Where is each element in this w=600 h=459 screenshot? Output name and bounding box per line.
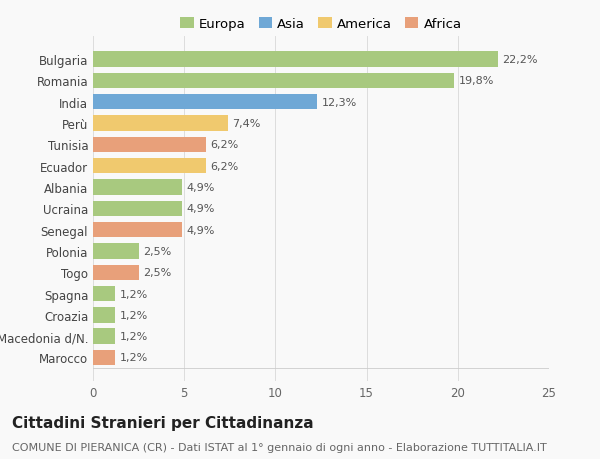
Bar — [93, 286, 115, 302]
Text: 6,2%: 6,2% — [211, 161, 239, 171]
Text: 1,2%: 1,2% — [119, 289, 148, 299]
Bar — [93, 159, 206, 174]
Bar — [93, 95, 317, 110]
Text: 1,2%: 1,2% — [119, 331, 148, 341]
Text: 2,5%: 2,5% — [143, 268, 172, 278]
Text: 7,4%: 7,4% — [233, 119, 261, 129]
Text: 4,9%: 4,9% — [187, 183, 215, 193]
Bar — [93, 73, 454, 89]
Bar — [93, 52, 498, 67]
Text: COMUNE DI PIERANICA (CR) - Dati ISTAT al 1° gennaio di ogni anno - Elaborazione : COMUNE DI PIERANICA (CR) - Dati ISTAT al… — [12, 442, 547, 452]
Legend: Europa, Asia, America, Africa: Europa, Asia, America, Africa — [175, 12, 467, 36]
Text: 12,3%: 12,3% — [322, 98, 357, 107]
Bar — [93, 265, 139, 280]
Text: 4,9%: 4,9% — [187, 204, 215, 214]
Text: 2,5%: 2,5% — [143, 246, 172, 257]
Text: 1,2%: 1,2% — [119, 353, 148, 363]
Bar — [93, 350, 115, 365]
Bar — [93, 329, 115, 344]
Bar — [93, 308, 115, 323]
Bar — [93, 137, 206, 153]
Text: Cittadini Stranieri per Cittadinanza: Cittadini Stranieri per Cittadinanza — [12, 415, 314, 431]
Text: 6,2%: 6,2% — [211, 140, 239, 150]
Text: 4,9%: 4,9% — [187, 225, 215, 235]
Bar — [93, 244, 139, 259]
Bar — [93, 201, 182, 217]
Text: 22,2%: 22,2% — [502, 55, 538, 65]
Bar — [93, 223, 182, 238]
Bar — [93, 116, 228, 131]
Bar — [93, 180, 182, 195]
Text: 1,2%: 1,2% — [119, 310, 148, 320]
Text: 19,8%: 19,8% — [459, 76, 494, 86]
